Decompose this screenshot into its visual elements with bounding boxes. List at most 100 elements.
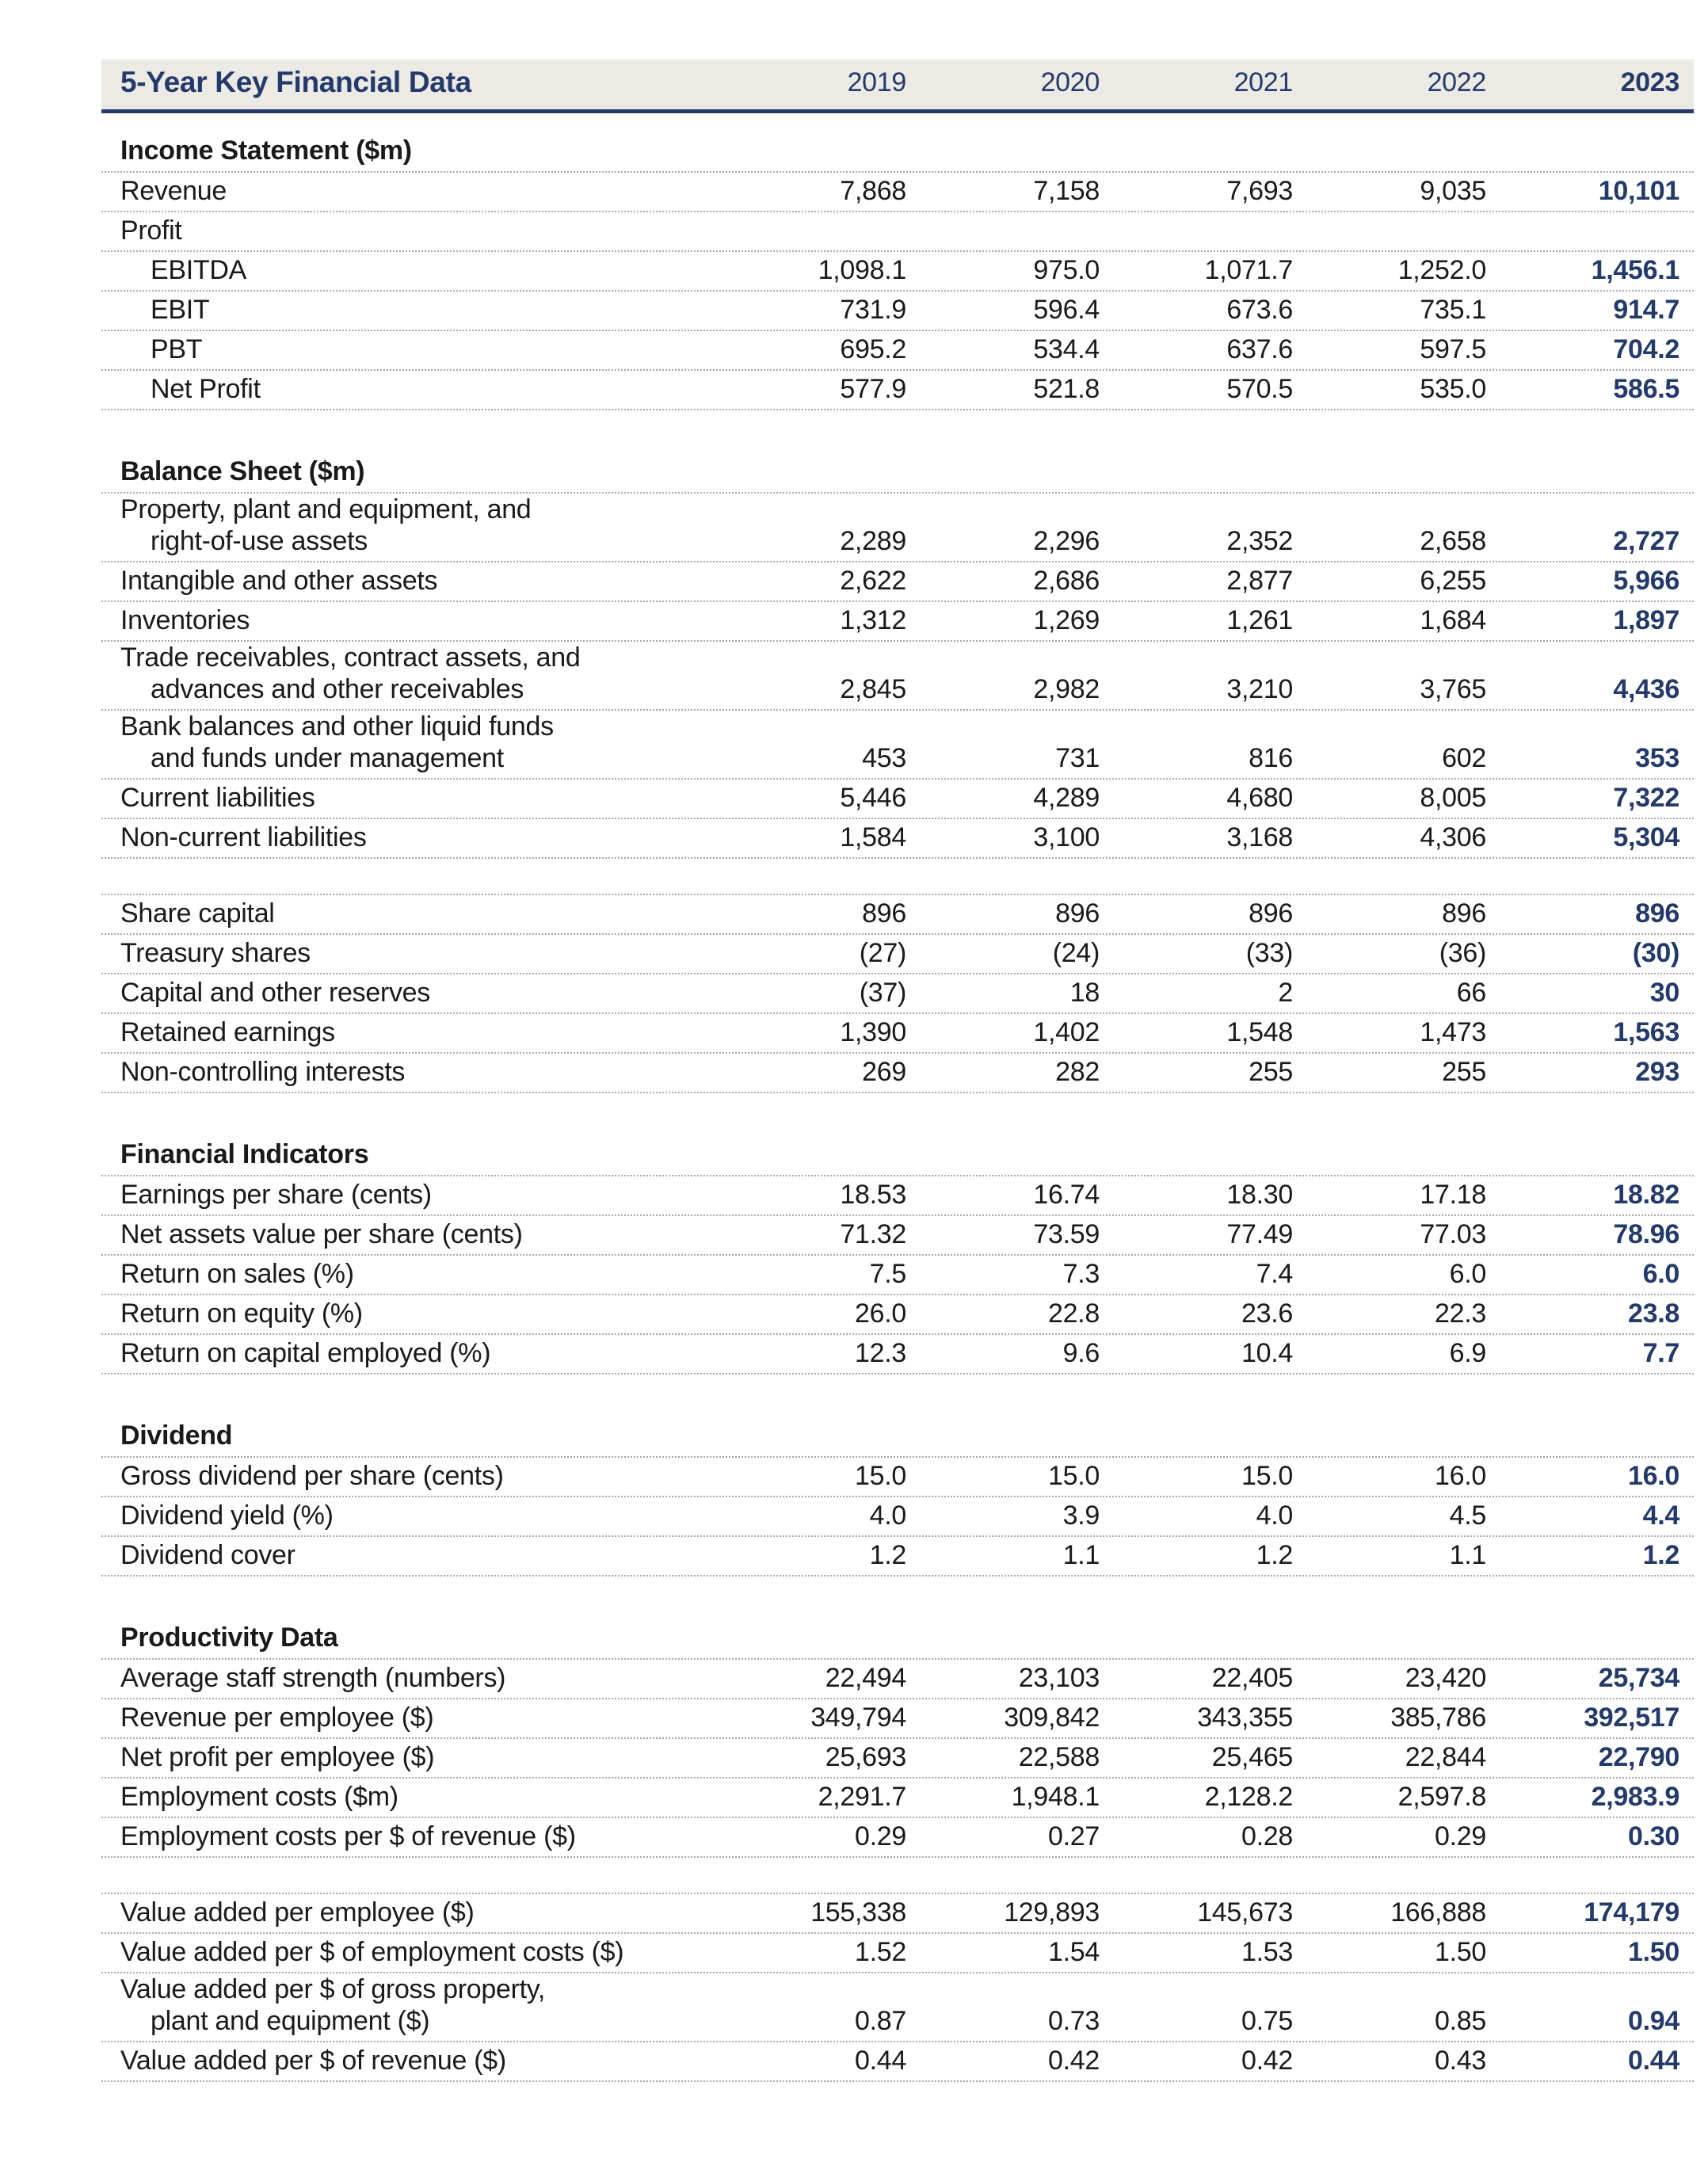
cell-2021: 10.4 (1241, 1338, 1293, 1368)
cell-2022: 166,888 (1390, 1897, 1486, 1927)
cell-2021: 23.6 (1241, 1298, 1293, 1329)
cell-2020: 3,100 (1033, 822, 1100, 852)
cell-2023: 1.2 (1642, 1540, 1680, 1570)
row-label: Capital and other reserves (101, 977, 713, 1012)
cell-2023: 0.94 (1628, 2006, 1679, 2036)
cell-2021: 2 (1278, 978, 1293, 1008)
row-return-on-capital-employed: Return on capital employed (%) 12.3 9.6 10.… (101, 1335, 1694, 1375)
row-current-liabilities: Current liabilities 5,446 4,289 4,680 8,005 7… (101, 780, 1694, 819)
row-pbt: PBT 695.2 534.4 637.6 597.5 704.2 (101, 331, 1694, 371)
cell-2023: 6.0 (1642, 1259, 1680, 1289)
year-header-2020: 2020 (1040, 67, 1100, 97)
cell-2020: 521.8 (1033, 374, 1100, 404)
cell-2022: 6,255 (1420, 566, 1486, 596)
cell-2020: 731 (1055, 743, 1100, 773)
row-label-line1: Inventories (120, 605, 250, 635)
cell-2021: 22,405 (1211, 1663, 1294, 1693)
cell-2022: 1,684 (1420, 605, 1486, 635)
cell-2022: 1.1 (1449, 1540, 1487, 1570)
cell-2019: (37) (859, 978, 907, 1008)
row-label-line1: Average staff strength (numbers) (120, 1663, 506, 1693)
section-heading-income-statement-m: Income Statement ($m) (101, 131, 1694, 173)
cell-2019: 2,845 (840, 674, 906, 704)
cell-2023: 392,517 (1584, 1703, 1679, 1733)
row-label: Revenue (101, 175, 713, 211)
row-share-capital: Share capital 896 896 896 896 896 (101, 895, 1694, 935)
cell-2023: 18.82 (1613, 1180, 1679, 1210)
cell-2020: 896 (1055, 898, 1100, 928)
row-label-line1: EBIT (151, 295, 210, 325)
cell-2022: 4,306 (1420, 822, 1486, 852)
row-label: Gross dividend per share (cents) (101, 1460, 713, 1496)
five-year-key-financial-data-table: 5-Year Key Financial Data 2019 2020 2021… (101, 59, 1694, 2082)
row-value-added-per-of-revenue: Value added per $ of revenue ($) 0.44 0.42… (101, 2042, 1694, 2082)
cell-2020: 9.6 (1062, 1338, 1100, 1368)
cell-2022: 4.5 (1449, 1500, 1487, 1531)
table-body: Income Statement ($m) Revenue 7,868 7,158 7,… (101, 131, 1694, 2082)
cell-2019 (713, 246, 906, 250)
row-trade-receivables-contract-assets-and: Trade receivables, contract assets, and a… (101, 642, 1694, 711)
cell-2021: 673.6 (1226, 295, 1293, 325)
row-intangible-and-other-assets: Intangible and other assets 2,622 2,686 2,8… (101, 562, 1694, 602)
cell-2023: 7.7 (1642, 1338, 1680, 1368)
row-label: Profit (101, 215, 713, 250)
row-label: EBIT (101, 294, 713, 330)
cell-2021: 255 (1249, 1057, 1293, 1087)
cell-2022: 6.0 (1449, 1259, 1487, 1289)
cell-2020: (24) (1052, 938, 1100, 968)
row-label-line1: Employment costs ($m) (120, 1782, 398, 1812)
table-title: 5-Year Key Financial Data (120, 66, 471, 98)
cell-2023: 5,304 (1613, 822, 1679, 852)
cell-2022: 16.0 (1435, 1461, 1486, 1491)
row-earnings-per-share-cents: Earnings per share (cents) 18.53 16.74 18.3… (101, 1176, 1694, 1216)
row-label: Dividend yield (%) (101, 1500, 713, 1535)
row-capital-and-other-reserves: Capital and other reserves (37) 18 2 66 30 (101, 974, 1694, 1014)
row-label-line1: Return on equity (%) (120, 1298, 363, 1329)
cell-2020: 2,686 (1033, 566, 1100, 596)
cell-2019: 26.0 (855, 1298, 906, 1329)
row-return-on-equity: Return on equity (%) 26.0 22.8 23.6 22.3 23.8 (101, 1295, 1694, 1335)
row-net-assets-value-per-share-cents: Net assets value per share (cents) 71.32 7… (101, 1216, 1694, 1256)
cell-2020: 1,948.1 (1011, 1782, 1100, 1812)
cell-2023: 586.5 (1613, 374, 1679, 404)
cell-2023: 1,897 (1613, 605, 1679, 635)
cell-2023: 30 (1649, 978, 1680, 1008)
cell-2019: 4.0 (869, 1500, 907, 1531)
row-label-line2: advances and other receivables (151, 674, 524, 704)
cell-2019: 731.9 (840, 295, 906, 325)
cell-2019: 1.52 (855, 1937, 906, 1967)
cell-2020: 534.4 (1033, 334, 1100, 364)
cell-2019: 0.44 (855, 2046, 906, 2076)
row-label-line1: Return on capital employed (%) (120, 1338, 491, 1368)
cell-2020: 0.73 (1048, 2006, 1100, 2036)
cell-2020: 1,269 (1033, 605, 1100, 635)
cell-2023: 16.0 (1628, 1461, 1679, 1491)
cell-2022: 602 (1442, 743, 1486, 773)
cell-2021: 7,693 (1226, 176, 1293, 206)
cell-2021: 3,168 (1226, 822, 1293, 852)
cell-2019: 1.2 (869, 1540, 907, 1570)
section-income-statement-m: Income Statement ($m) Revenue 7,868 7,158 7,… (101, 131, 1694, 410)
row-employment-costs-m: Employment costs ($m) 2,291.7 1,948.1 2,128… (101, 1779, 1694, 1818)
cell-2020: 7.3 (1062, 1259, 1100, 1289)
cell-2019: 695.2 (840, 334, 906, 364)
spacer-row (101, 1858, 1694, 1894)
row-ebitda: EBITDA 1,098.1 975.0 1,071.7 1,252.0 1,456.1 (101, 252, 1694, 292)
row-label: Current liabilities (101, 782, 713, 818)
row-label-line1: Trade receivables, contract assets, and (120, 642, 581, 673)
cell-2021: 1.2 (1256, 1540, 1294, 1570)
cell-2019: 2,289 (840, 526, 906, 556)
table-header-row: 5-Year Key Financial Data 2019 2020 2021… (101, 59, 1694, 113)
cell-2023: 353 (1635, 743, 1679, 773)
row-label: Retained earnings (101, 1016, 713, 1052)
cell-2023: 4,436 (1613, 674, 1679, 704)
row-non-current-liabilities: Non-current liabilities 1,584 3,100 3,168 4,… (101, 819, 1694, 859)
row-label-line1: Dividend yield (%) (120, 1500, 334, 1531)
row-label-line1: Net profit per employee ($) (120, 1742, 435, 1772)
row-label-line1: Current liabilities (120, 783, 315, 813)
cell-2022: 9,035 (1420, 176, 1486, 206)
cell-2020: 1.1 (1062, 1540, 1100, 1570)
cell-2019: 453 (862, 743, 906, 773)
cell-2019: 155,338 (810, 1897, 906, 1927)
cell-2019: 1,312 (840, 605, 906, 635)
